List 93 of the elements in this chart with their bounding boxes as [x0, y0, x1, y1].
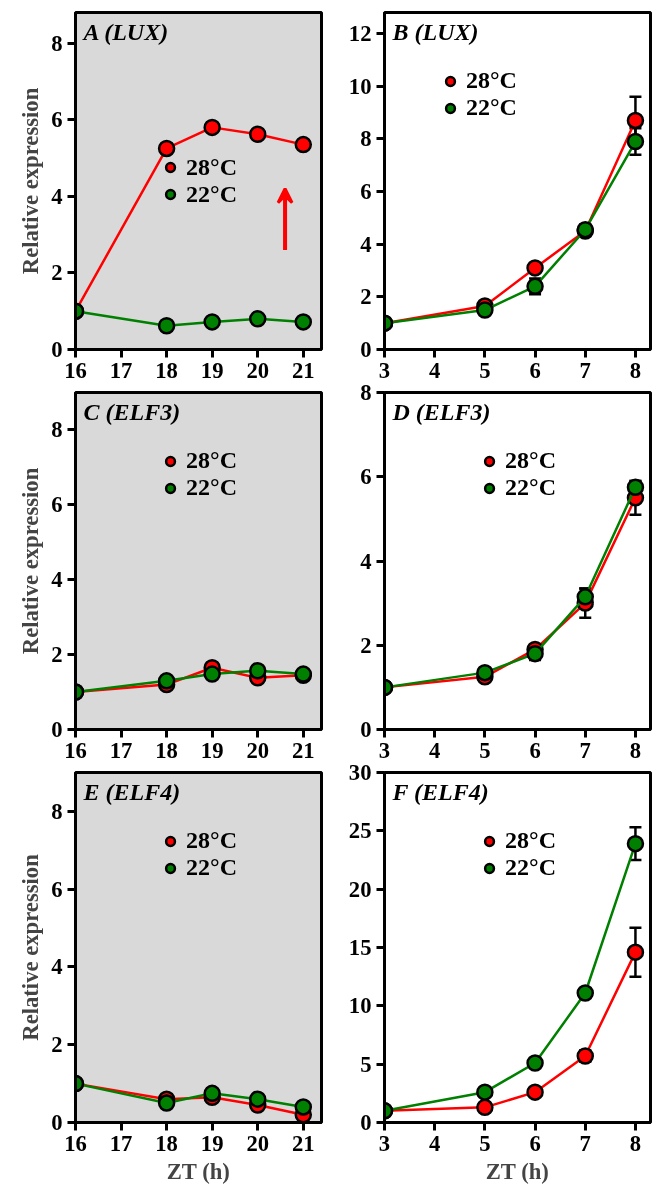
x-tick-label: 17	[109, 1130, 133, 1156]
x-tick-label: 8	[629, 357, 642, 383]
legend-label: 22°C	[466, 94, 517, 121]
y-tick-label: 0	[51, 337, 63, 362]
x-tick-label: 7	[579, 1130, 591, 1156]
x-tick-label: 4	[429, 357, 441, 383]
x-tick-label: 5	[479, 1130, 491, 1156]
x-tick-label: 3	[378, 737, 391, 763]
chart-title: D (ELF3)	[391, 398, 491, 425]
y-tick-label: 0	[360, 717, 372, 742]
x-tick-label: 21	[291, 1130, 315, 1156]
x-tick-label: 7	[579, 737, 591, 763]
y-tick-label: 4	[51, 567, 63, 593]
y-tick-label: 6	[51, 876, 63, 902]
x-tick-label: 17	[109, 737, 133, 763]
x-tick-label: 20	[246, 1130, 270, 1156]
x-tick-label: 18	[155, 1130, 178, 1156]
legend-label: 28°C	[186, 827, 237, 854]
y-tick-label: 0	[51, 717, 63, 742]
x-axis-title: ZT (h)	[166, 1158, 230, 1184]
y-tick-label: 0	[360, 1110, 372, 1135]
x-tick-label: 6	[529, 1130, 541, 1156]
y-tick-label: 10	[348, 993, 372, 1019]
y-tick-label: 2	[51, 1032, 63, 1058]
x-tick-label: 16	[64, 357, 87, 383]
y-tick-label: 6	[360, 464, 372, 490]
x-tick-label: 8	[629, 1130, 642, 1156]
y-tick-label: 8	[360, 380, 372, 405]
legend-label: 28°C	[505, 827, 556, 854]
chart-title: E (ELF4)	[82, 778, 181, 805]
x-tick-label: 17	[109, 357, 133, 383]
y-tick-label: 6	[360, 179, 372, 205]
legend-label: 28°C	[466, 67, 517, 94]
x-tick-label: 18	[155, 737, 178, 763]
x-tick-label: 18	[155, 357, 178, 383]
y-axis-title: Relative expression	[18, 467, 44, 655]
y-tick-label: 8	[51, 30, 63, 56]
y-tick-label: 25	[348, 818, 372, 844]
x-tick-label: 19	[200, 1130, 224, 1156]
chart-title: C (ELF3)	[83, 398, 181, 425]
chart-title: B (LUX)	[391, 18, 479, 45]
y-tick-label: 2	[51, 260, 63, 286]
y-tick-label: 6	[51, 492, 63, 518]
y-tick-label: 0	[360, 337, 372, 362]
x-tick-label: 4	[429, 1130, 441, 1156]
legend-label: 22°C	[505, 854, 556, 881]
x-tick-label: 19	[200, 737, 224, 763]
y-tick-label: 30	[348, 760, 372, 785]
legend-label: 22°C	[505, 474, 556, 501]
y-tick-label: 2	[51, 642, 63, 668]
y-tick-label: 5	[360, 1051, 372, 1077]
x-tick-label: 20	[246, 737, 270, 763]
y-tick-label: 4	[360, 231, 372, 257]
x-tick-label: 3	[378, 1130, 391, 1156]
legend-label: 22°C	[186, 180, 237, 208]
legend-label: 28°C	[186, 447, 237, 474]
y-tick-label: 4	[51, 954, 63, 980]
x-tick-label: 6	[529, 357, 541, 383]
x-tick-label: 7	[579, 357, 591, 383]
y-tick-label: 15	[348, 935, 372, 960]
x-tick-label: 3	[378, 357, 391, 383]
chart-title: F (ELF4)	[391, 778, 489, 805]
legend-label: 28°C	[186, 153, 237, 181]
x-tick-label: 5	[479, 357, 491, 383]
x-tick-label: 6	[529, 737, 541, 763]
chart-title: A (LUX)	[81, 18, 169, 45]
y-tick-label: 20	[348, 876, 372, 902]
legend-label: 22°C	[186, 474, 237, 501]
legend-label: 22°C	[186, 854, 237, 881]
y-tick-label: 2	[360, 284, 372, 310]
y-tick-label: 10	[348, 73, 372, 99]
y-tick-label: 2	[360, 632, 372, 658]
x-tick-label: 21	[291, 357, 315, 383]
y-tick-label: 8	[360, 126, 372, 152]
y-tick-label: 8	[51, 417, 63, 443]
x-tick-label: 16	[64, 1130, 87, 1156]
y-tick-label: 4	[360, 548, 372, 574]
x-tick-label: 19	[200, 357, 224, 383]
y-axis-title: Relative expression	[18, 87, 44, 275]
y-axis-title: Relative expression	[18, 853, 44, 1041]
x-tick-label: 20	[246, 357, 270, 383]
y-tick-label: 8	[51, 798, 63, 824]
x-tick-label: 5	[479, 737, 491, 763]
legend-label: 28°C	[505, 447, 556, 474]
y-tick-label: 6	[51, 107, 63, 133]
x-tick-label: 16	[64, 737, 87, 763]
y-tick-label: 4	[51, 183, 63, 209]
x-axis-title: ZT (h)	[485, 1158, 549, 1184]
y-tick-label: 12	[348, 21, 372, 47]
x-tick-label: 8	[629, 737, 642, 763]
y-tick-label: 0	[51, 1110, 63, 1135]
x-tick-label: 21	[291, 737, 315, 763]
x-tick-label: 4	[429, 737, 441, 763]
